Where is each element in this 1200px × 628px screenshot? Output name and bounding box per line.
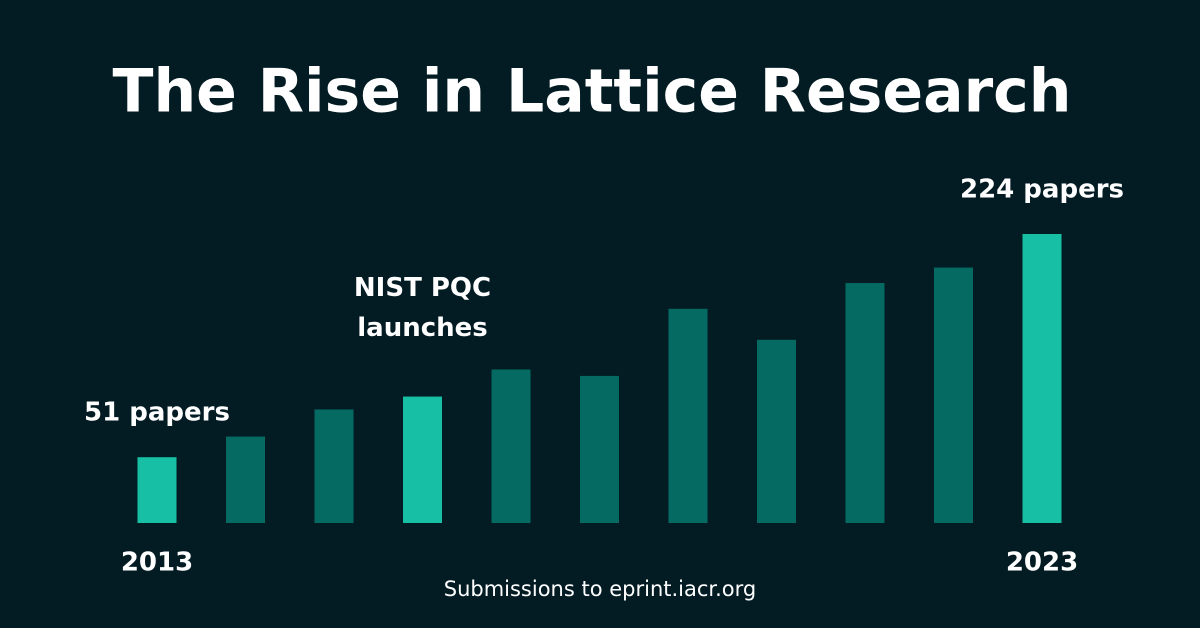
value-label: 224 papers: [960, 175, 1124, 205]
bar: [403, 396, 442, 523]
bar: [314, 409, 354, 523]
bar: [491, 369, 531, 523]
bar: [580, 375, 619, 523]
annotation: launches: [357, 313, 488, 343]
bar: [226, 436, 265, 523]
chart-title: The Rise in Lattice Research: [113, 57, 1072, 127]
bar: [845, 283, 885, 523]
x-tick-label: 2023: [1006, 548, 1078, 578]
bar: [934, 267, 973, 523]
bar: [137, 457, 177, 523]
bar: [1022, 234, 1062, 523]
x-tick-label: 2013: [121, 548, 193, 578]
bar: [668, 308, 708, 523]
bar: [757, 339, 796, 523]
source: Submissions to eprint.iacr.org: [444, 577, 757, 601]
value-label: 51 papers: [84, 398, 230, 428]
annotation: NIST PQC: [354, 273, 491, 303]
